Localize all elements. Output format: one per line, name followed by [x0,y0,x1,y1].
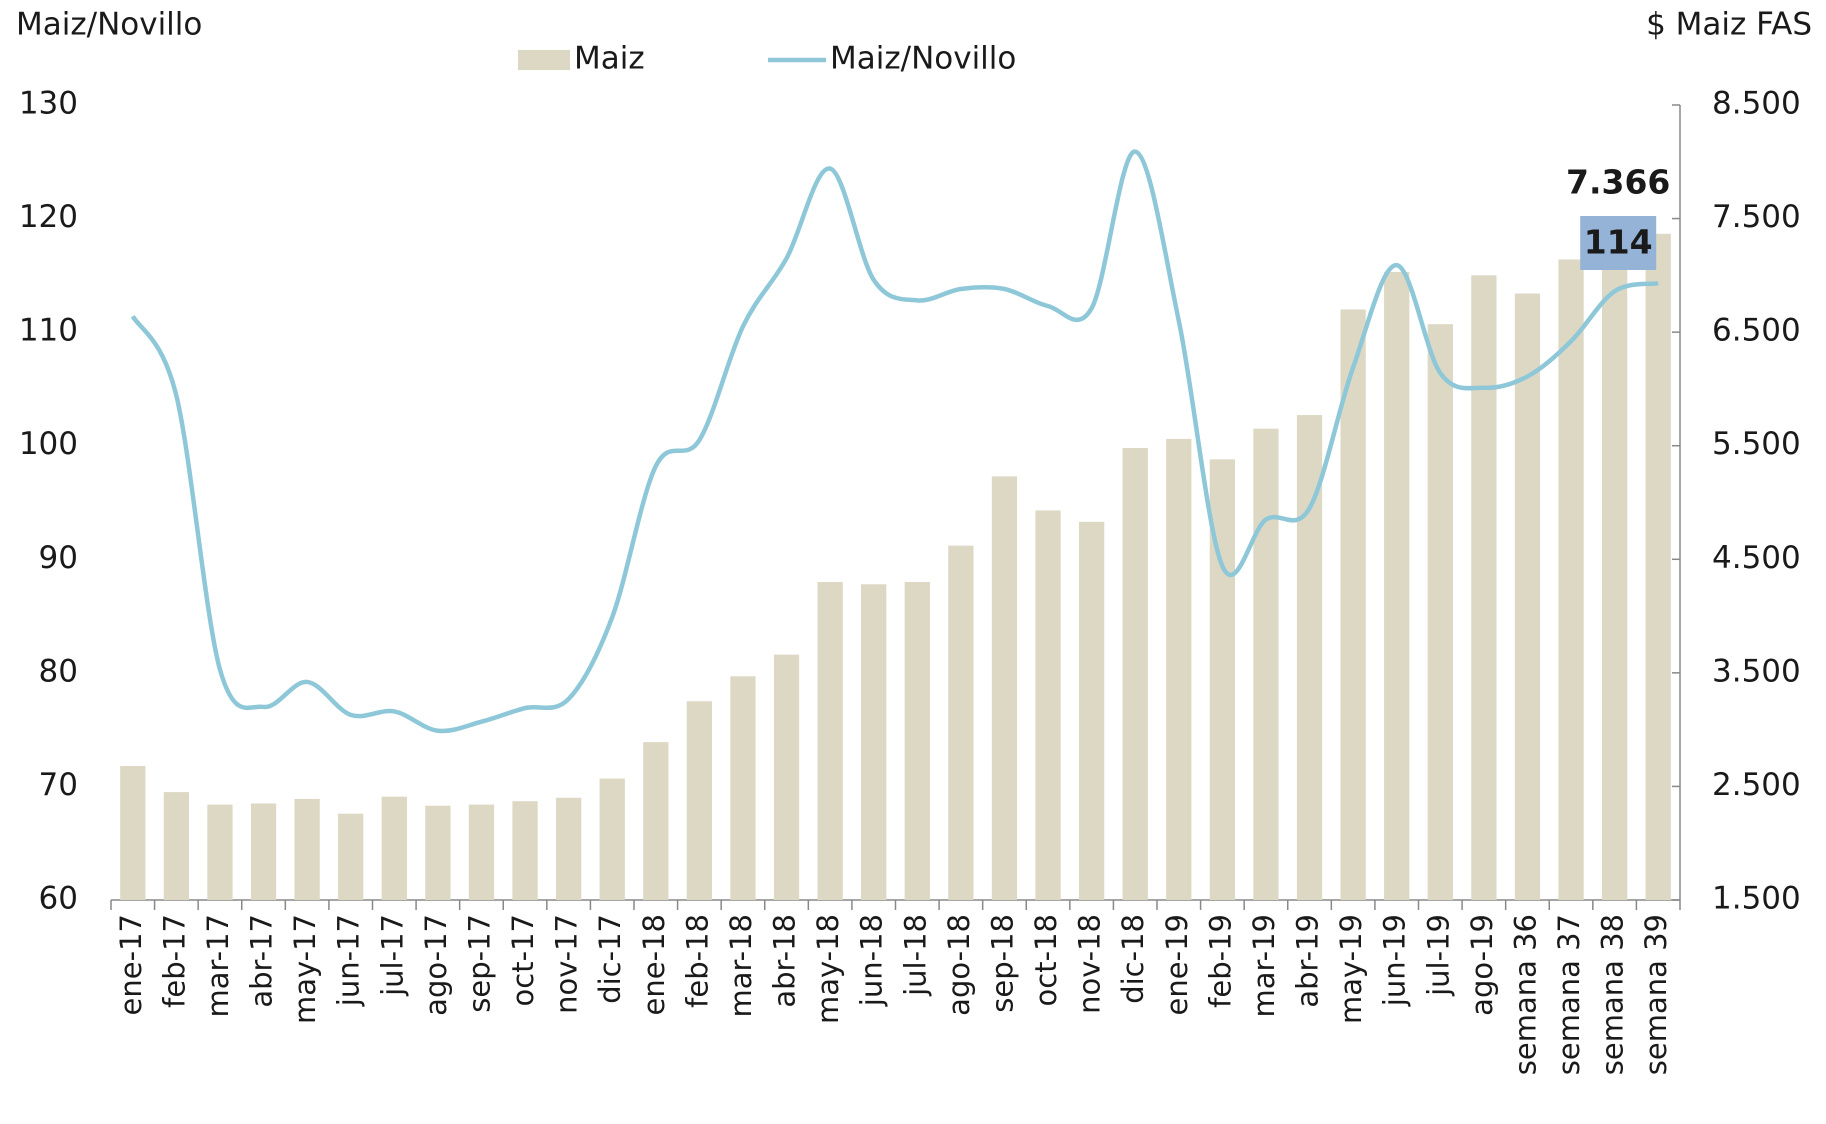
y-tick-label: 70 [39,767,78,803]
bar [1384,271,1410,900]
y-tick-label: 80 [39,653,78,689]
legend-swatch [518,50,570,70]
bar [730,676,756,900]
bar [948,545,974,900]
bar [338,813,364,900]
legend-label: Maiz/Novillo [830,41,1016,77]
y-tick-label: 100 [19,426,78,462]
x-tick-label: semana 38 [1596,914,1630,1075]
bar [468,804,495,900]
bar [599,778,625,900]
x-tick-label: abr-17 [245,914,279,1008]
y2-tick-label: 6.500 [1712,313,1801,349]
bar [294,798,320,900]
bar [1122,447,1148,900]
value-label: 114 [1584,223,1653,262]
x-tick-label: ago-19 [1465,914,1499,1016]
y-tick-label: 120 [19,199,78,235]
x-tick-label: oct-17 [506,914,540,1006]
x-tick-label: semana 39 [1639,914,1673,1075]
bar [1340,309,1366,900]
bar [1514,293,1541,900]
bar [250,803,277,900]
x-tick-label: dic-17 [593,914,627,1004]
x-tick-label: mar-19 [1247,914,1281,1017]
x-tick-label: ago-17 [419,914,453,1016]
x-tick-label: may-19 [1334,914,1368,1024]
bar [1558,259,1584,900]
bar [904,582,930,900]
x-tick-label: sep-17 [462,914,496,1013]
x-tick-label: ene-18 [637,914,671,1015]
y2-tick-label: 2.500 [1712,767,1801,803]
x-tick-label: sep-18 [985,914,1019,1013]
value-label-box [1580,216,1657,270]
y-tick-label: 60 [39,881,78,917]
x-tick-label: jun-17 [332,914,366,1007]
bar [1427,324,1453,900]
y2-tick-label: 4.500 [1712,540,1801,576]
y2-tick-label: 8.500 [1712,86,1801,122]
x-tick-label: jul-17 [375,914,409,997]
bar [512,801,538,900]
x-tick-label: may-18 [811,914,845,1024]
x-tick-label: nov-17 [550,914,584,1014]
bar [1471,275,1497,900]
bar [1296,415,1323,900]
bar [1253,428,1279,900]
bar [163,792,190,900]
bar [1601,246,1628,900]
bar [120,765,146,900]
x-tick-label: ene-19 [1160,914,1194,1015]
x-tick-label: jun-19 [1378,914,1412,1007]
x-tick-label: jul-19 [1421,914,1455,997]
x-tick-label: ene-17 [114,914,148,1015]
bar [1645,233,1671,901]
x-tick-label: jun-18 [855,914,889,1007]
bar [817,582,843,900]
bar [643,742,669,900]
x-tick-label: jul-18 [898,914,932,997]
x-tick-label: semana 37 [1552,914,1586,1075]
bar [381,796,407,900]
y2-tick-label: 1.500 [1712,881,1801,917]
y2-tick-label: 7.500 [1712,199,1801,235]
line [130,149,1659,734]
y2-tick-label: 5.500 [1712,426,1801,462]
bar [555,797,582,900]
y2-axis-title: $ Maiz FAS [1646,7,1812,43]
x-tick-label: abr-19 [1291,914,1325,1008]
x-tick-label: mar-18 [724,914,758,1017]
x-tick-label: dic-18 [1116,914,1150,1004]
x-tick-label: ago-18 [942,914,976,1016]
x-tick-label: mar-17 [201,914,235,1017]
x-tick-label: feb-17 [157,914,191,1008]
legend-label: Maiz [574,41,645,77]
bar [425,805,451,900]
bar [991,476,1018,900]
bar [861,584,887,900]
x-tick-label: may-17 [288,914,322,1024]
x-tick-label: feb-19 [1203,914,1237,1008]
bar [1035,510,1061,900]
y2-tick-label: 3.500 [1712,653,1801,689]
bar [773,654,800,900]
x-tick-label: feb-18 [680,914,714,1008]
y-tick-label: 130 [19,86,78,122]
value-label: 7.366 [1566,162,1670,201]
x-tick-label: nov-18 [1073,914,1107,1014]
bar [686,701,713,900]
bar [1166,438,1192,900]
y-tick-label: 90 [39,540,78,576]
x-tick-label: semana 36 [1508,914,1542,1075]
bar [1078,521,1105,900]
x-tick-label: abr-18 [768,914,802,1008]
y-tick-label: 110 [19,313,78,349]
y-axis-title: Maiz/Novillo [16,7,202,43]
x-tick-label: oct-18 [1029,914,1063,1006]
bar [207,804,233,900]
